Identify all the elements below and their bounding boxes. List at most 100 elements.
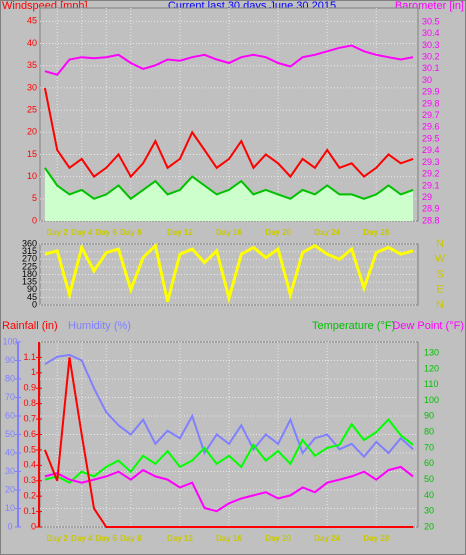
y2-tick-label: 29.3 bbox=[422, 157, 440, 167]
y3-tick-label: 0.7 bbox=[23, 413, 36, 423]
x-tick-label: Day 20 bbox=[265, 534, 291, 543]
y2-tick-label: 30.4 bbox=[422, 28, 440, 38]
y2-tick-label: 90 bbox=[424, 411, 434, 421]
y2-tick-label: W bbox=[435, 253, 446, 265]
y2-tick-label: 30 bbox=[424, 506, 434, 516]
x-tick-label: Day 28 bbox=[363, 228, 389, 237]
y2-tick-label: 130 bbox=[424, 347, 439, 357]
y3-tick-label: 0.9 bbox=[23, 383, 36, 393]
y2-tick-label: 50 bbox=[424, 474, 434, 484]
y3-tick-label: 0.5 bbox=[23, 444, 36, 454]
line bbox=[44, 353, 414, 459]
y-tick-label: 10 bbox=[5, 503, 15, 513]
x-tick-label: Day 6 bbox=[96, 228, 118, 237]
x-tick-label: Day 4 bbox=[71, 228, 93, 237]
y-tick-label: 90 bbox=[5, 355, 15, 365]
y-tick-label: 0 bbox=[7, 521, 12, 531]
x-tick-label: Day 12 bbox=[167, 534, 193, 543]
temp-axis-title: Temperature (°F) bbox=[312, 320, 395, 332]
x-tick-label: Day 28 bbox=[363, 534, 389, 543]
y2-tick-label: 110 bbox=[424, 379, 438, 389]
baro-axis-title: Barometer [in] bbox=[395, 0, 464, 12]
y-tick-label: 40 bbox=[27, 38, 37, 48]
y2-tick-label: 120 bbox=[424, 363, 439, 373]
y-tick-label: 270 bbox=[22, 254, 37, 264]
y3-tick-label: 0 bbox=[31, 521, 36, 531]
wind-axis-title: Windspeed [mph] bbox=[2, 0, 88, 12]
y2-tick-label: 80 bbox=[424, 427, 434, 437]
chart-title: Current last 30 days June 30 2015 bbox=[168, 0, 336, 12]
y3-tick-label: 0.1 bbox=[23, 506, 36, 516]
x-tick-label: Day 16 bbox=[216, 534, 242, 543]
y-tick-label: 20 bbox=[27, 127, 37, 137]
x-tick-label: Day 4 bbox=[71, 534, 93, 543]
y2-tick-label: 30 bbox=[422, 75, 432, 85]
y2-tick-label: 70 bbox=[424, 442, 434, 452]
line bbox=[43, 87, 414, 179]
y-tick-label: 360 bbox=[22, 238, 37, 248]
y3-tick-label: 0.4 bbox=[23, 460, 36, 470]
y2-tick-label: 30.3 bbox=[422, 40, 440, 50]
y2-tick-label: 29.7 bbox=[422, 110, 440, 120]
y-tick-label: 90 bbox=[27, 284, 37, 294]
y-tick-label: 25 bbox=[27, 104, 37, 114]
x-tick-label: Day 24 bbox=[314, 228, 340, 237]
y-tick-label: 135 bbox=[22, 277, 37, 287]
y2-tick-label: 29.6 bbox=[422, 122, 440, 132]
y-tick-label: 45 bbox=[27, 16, 37, 26]
x-tick-label: Day 24 bbox=[314, 534, 340, 543]
y-tick-label: 30 bbox=[27, 82, 37, 92]
y-tick-label: 0 bbox=[32, 215, 37, 225]
y-tick-label: 10 bbox=[27, 171, 37, 181]
y3-tick-label: 0.3 bbox=[23, 475, 36, 485]
y3-tick-label: 0.2 bbox=[23, 491, 36, 501]
y2-tick-label: 100 bbox=[424, 395, 439, 405]
y-tick-label: 35 bbox=[27, 60, 37, 70]
y2-tick-label: 29.2 bbox=[422, 169, 440, 179]
x-tick-label: Day 12 bbox=[167, 228, 193, 237]
y-tick-label: 50 bbox=[5, 429, 15, 439]
y-tick-label: 20 bbox=[5, 484, 15, 494]
y-tick-label: 100 bbox=[2, 336, 17, 346]
line bbox=[44, 417, 414, 484]
y2-tick-label: 29 bbox=[422, 192, 432, 202]
y3-tick-label: 1 bbox=[31, 367, 36, 377]
line bbox=[44, 242, 414, 304]
rain-axis-title: Rainfall (in) bbox=[2, 320, 58, 332]
y2-tick-label: 60 bbox=[424, 458, 434, 468]
y3-tick-label: 0.8 bbox=[23, 398, 36, 408]
line bbox=[44, 465, 414, 513]
y2-tick-label: 30.5 bbox=[422, 16, 440, 26]
x-tick-label: Day 2 bbox=[47, 228, 69, 237]
y2-tick-label: N bbox=[436, 238, 444, 250]
y3-tick-label: 1.1 bbox=[23, 352, 36, 362]
y-tick-label: 40 bbox=[5, 447, 15, 457]
y2-tick-label: N bbox=[436, 299, 444, 311]
x-tick-label: Day 6 bbox=[96, 534, 118, 543]
y2-tick-label: 29.8 bbox=[422, 98, 440, 108]
y3-tick-label: 0.6 bbox=[23, 429, 36, 439]
y-tick-label: 315 bbox=[22, 246, 37, 256]
y-tick-label: 5 bbox=[32, 193, 37, 203]
dew-axis-title: Dew Point (°F) bbox=[392, 320, 464, 332]
y2-tick-label: 28.9 bbox=[422, 204, 440, 214]
x-tick-label: Day 8 bbox=[120, 534, 142, 543]
y-tick-label: 15 bbox=[27, 149, 37, 159]
x-tick-label: Day 2 bbox=[47, 534, 69, 543]
y-tick-label: 80 bbox=[5, 373, 15, 383]
y-tick-label: 45 bbox=[27, 292, 37, 302]
y2-tick-label: 29.9 bbox=[422, 87, 440, 97]
x-tick-label: Day 20 bbox=[265, 228, 291, 237]
y2-tick-label: 30.2 bbox=[422, 52, 440, 62]
y-tick-label: 180 bbox=[22, 269, 37, 279]
y2-tick-label: 29.1 bbox=[422, 180, 440, 190]
line bbox=[43, 357, 414, 528]
y2-tick-label: 29.4 bbox=[422, 145, 440, 155]
humidity-axis-title: Humidity (%) bbox=[68, 320, 131, 332]
x-tick-label: Day 8 bbox=[120, 228, 142, 237]
x-tick-label: Day 16 bbox=[216, 228, 242, 237]
y-tick-label: 30 bbox=[5, 466, 15, 476]
y2-tick-label: S bbox=[436, 268, 443, 280]
y-tick-label: 70 bbox=[5, 392, 15, 402]
